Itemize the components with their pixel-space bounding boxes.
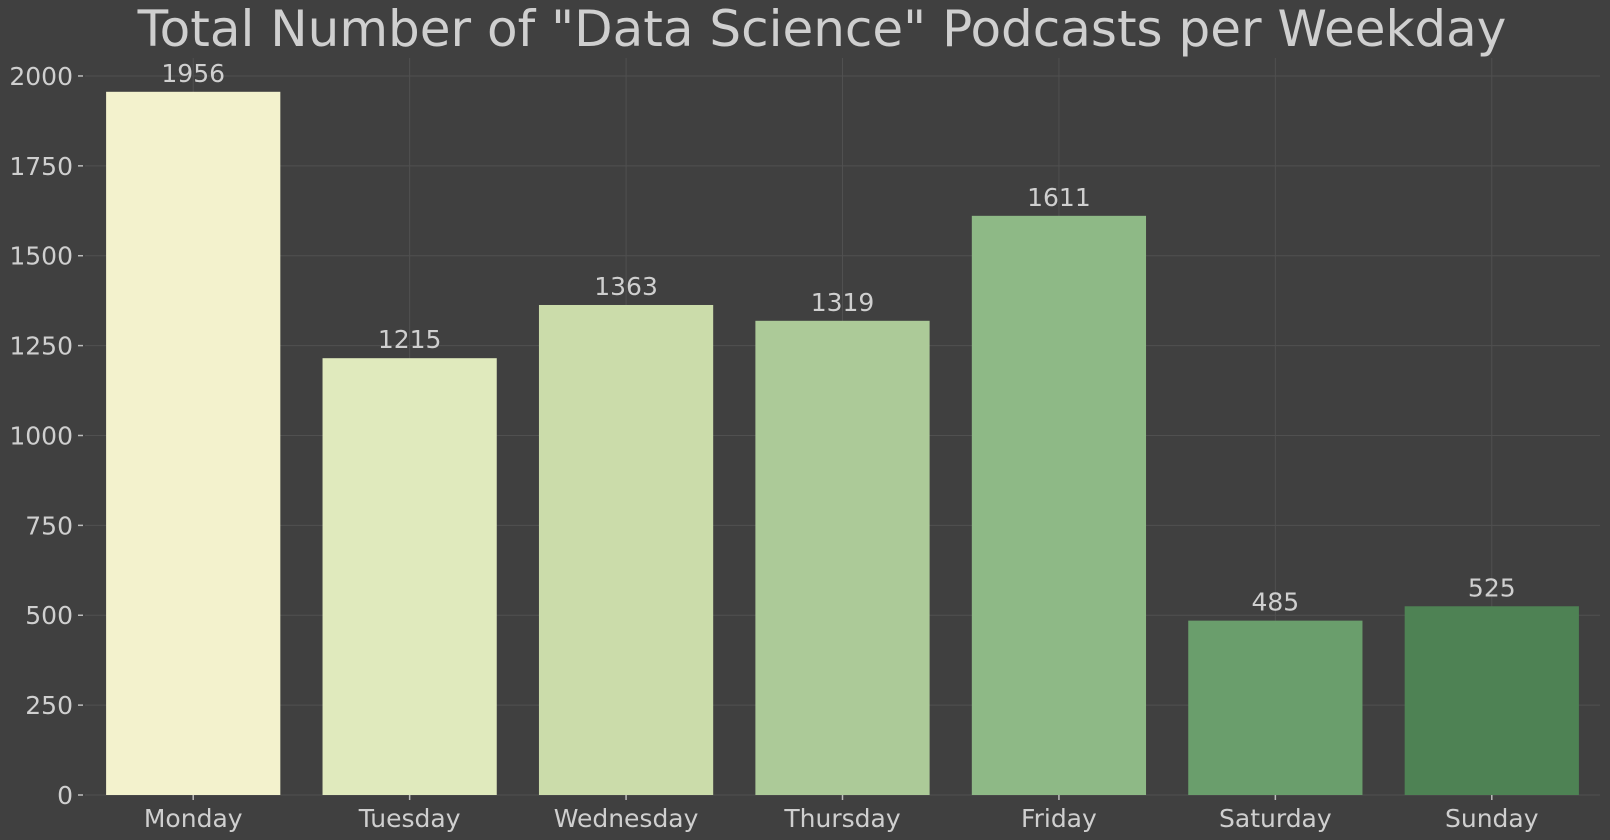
x-tick-label-wednesday: Wednesday [554, 804, 699, 833]
bars [106, 91, 1579, 796]
value-label-thursday: 1319 [811, 288, 875, 317]
x-tick-label-saturday: Saturday [1219, 804, 1332, 833]
y-tick-label: 1750 [9, 152, 73, 181]
y-axis: 0 250 500 750 1000 1250 1500 1750 2000 [9, 62, 83, 810]
y-tick-label: 750 [25, 511, 73, 540]
value-label-sunday: 525 [1468, 573, 1516, 602]
x-axis: Monday Tuesday Wednesday Thursday Friday Satu… [144, 795, 1539, 833]
y-tick-label: 2000 [9, 62, 73, 91]
value-labels: 1956 1215 1363 1319 1611 485 525 [161, 59, 1515, 617]
y-tick-label: 1500 [9, 242, 73, 271]
chart-title: Total Number of "Data Science" Podcasts … [137, 0, 1507, 58]
value-label-tuesday: 1215 [378, 325, 442, 354]
value-label-monday: 1956 [161, 59, 225, 88]
x-tick-label-sunday: Sunday [1445, 804, 1539, 833]
value-label-friday: 1611 [1027, 183, 1091, 212]
bar-sunday [1404, 606, 1579, 795]
y-tick-label: 1250 [9, 332, 73, 361]
bar-saturday [1188, 620, 1363, 795]
x-tick-label-tuesday: Tuesday [358, 804, 461, 833]
x-tick-label-thursday: Thursday [783, 804, 900, 833]
x-tick-label-monday: Monday [144, 804, 243, 833]
y-tick-label: 1000 [9, 421, 73, 450]
x-tick-label-friday: Friday [1021, 804, 1097, 833]
y-tick-label: 0 [57, 781, 73, 810]
value-label-wednesday: 1363 [594, 272, 658, 301]
bar-wednesday [538, 304, 714, 795]
bar-monday [106, 91, 281, 796]
bar-thursday [755, 320, 930, 795]
y-tick-label: 500 [25, 601, 73, 630]
value-label-saturday: 485 [1251, 588, 1299, 617]
bar-friday [971, 215, 1147, 795]
y-tick-label: 250 [25, 691, 73, 720]
bar-tuesday [322, 358, 497, 795]
